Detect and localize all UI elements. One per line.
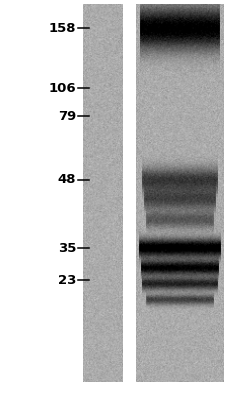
Text: 35: 35: [58, 242, 76, 254]
FancyBboxPatch shape: [0, 382, 227, 400]
Text: 106: 106: [49, 82, 76, 94]
Text: 48: 48: [58, 174, 76, 186]
FancyBboxPatch shape: [0, 0, 83, 400]
Text: 158: 158: [49, 22, 76, 34]
Text: 23: 23: [58, 274, 76, 286]
Text: 79: 79: [58, 110, 76, 122]
